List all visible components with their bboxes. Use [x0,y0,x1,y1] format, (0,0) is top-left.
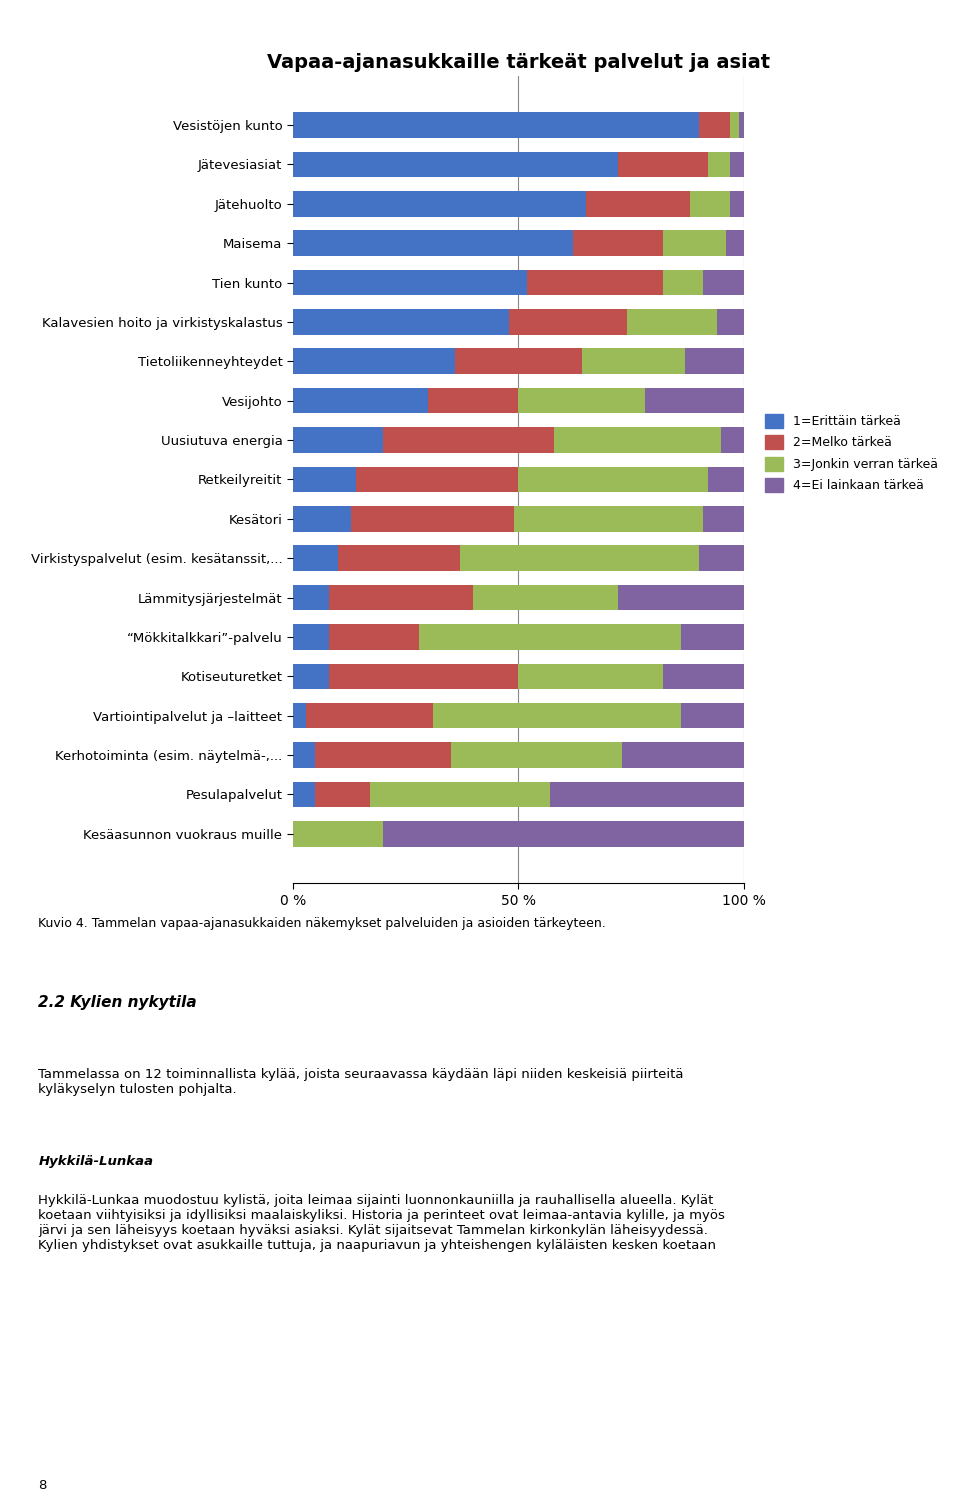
Bar [704,270,744,296]
Bar [645,388,744,414]
Bar [731,151,744,177]
Text: Tammelassa on 12 toiminnallista kylää, joista seuraavassa käydään läpi niiden ke: Tammelassa on 12 toiminnallista kylää, j… [38,1068,684,1096]
Bar [293,231,572,257]
Bar [293,270,527,296]
Bar [721,427,744,453]
Bar [699,112,731,137]
Bar [586,190,690,216]
Bar [582,349,685,374]
Bar [383,427,555,453]
Bar [293,310,510,335]
Bar [518,467,708,492]
Bar [455,349,582,374]
Bar [572,231,662,257]
Bar [685,349,744,374]
Bar [356,467,518,492]
Bar [293,702,306,728]
Bar [293,388,428,414]
Text: Hykkilä-Lunkaa muodostuu kylistä, joita leimaa sijainti luonnonkauniilla ja rauh: Hykkilä-Lunkaa muodostuu kylistä, joita … [38,1194,725,1252]
Bar [550,782,744,808]
Bar [451,743,622,769]
Bar [329,663,518,689]
Bar [681,702,744,728]
Bar [518,388,645,414]
Bar [690,190,731,216]
Text: Kuvio 4. Tammelan vapaa-ajanasukkaiden näkemykset palveluiden ja asioiden tärkey: Kuvio 4. Tammelan vapaa-ajanasukkaiden n… [38,917,606,930]
Bar [293,467,356,492]
Bar [293,427,383,453]
Bar [708,467,744,492]
Bar [617,584,744,610]
Bar [315,782,370,808]
Bar [293,349,455,374]
Bar [708,151,731,177]
Bar [622,743,744,769]
Bar [617,151,708,177]
Text: Vapaa-ajanasukkaille tärkeät palvelut ja asiat: Vapaa-ajanasukkaille tärkeät palvelut ja… [267,53,770,72]
Bar [428,388,518,414]
Text: Hykkilä-Lunkaa: Hykkilä-Lunkaa [38,1155,154,1169]
Bar [306,702,433,728]
Bar [338,545,460,571]
Bar [662,663,744,689]
Bar [293,151,617,177]
Bar [293,112,699,137]
Bar [662,270,704,296]
Bar [329,624,420,649]
Bar [293,190,586,216]
Bar [329,584,473,610]
Bar [527,270,662,296]
Bar [420,624,681,649]
Bar [460,545,699,571]
Bar [555,427,721,453]
Bar [293,584,329,610]
Bar [704,506,744,532]
Bar [473,584,617,610]
Bar [293,506,351,532]
Bar [518,663,662,689]
Text: 2.2 Kylien nykytila: 2.2 Kylien nykytila [38,995,197,1010]
Bar [726,231,744,257]
Bar [293,663,329,689]
Bar [662,231,726,257]
Bar [627,310,717,335]
Bar [293,545,338,571]
Bar [293,624,329,649]
Bar [681,624,744,649]
Bar [731,112,739,137]
Bar [315,743,451,769]
Bar [370,782,550,808]
Bar [510,310,627,335]
Bar [514,506,704,532]
Bar [433,702,681,728]
Bar [293,782,315,808]
Bar [351,506,514,532]
Bar [383,821,744,847]
Text: 8: 8 [38,1478,47,1492]
Bar [717,310,744,335]
Bar [699,545,744,571]
Bar [731,190,744,216]
Bar [293,743,315,769]
Bar [293,821,383,847]
Bar [739,112,744,137]
Legend: 1=Erittäin tärkeä, 2=Melko tärkeä, 3=Jonkin verran tärkeä, 4=Ei lainkaan tärkeä: 1=Erittäin tärkeä, 2=Melko tärkeä, 3=Jon… [765,414,939,492]
